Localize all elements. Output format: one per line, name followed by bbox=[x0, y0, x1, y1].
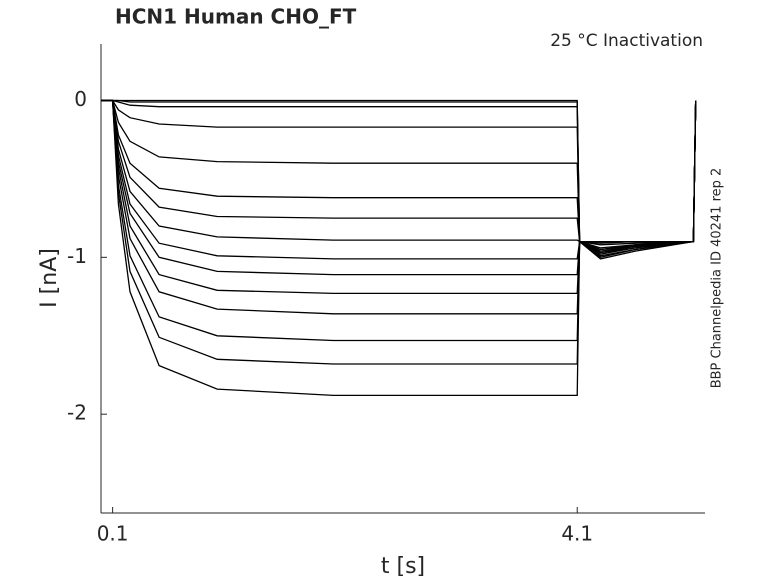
trace bbox=[101, 99, 697, 260]
trace bbox=[101, 99, 697, 251]
y-axis-label: I [nA] bbox=[37, 248, 62, 308]
chart-subtitle: 25 °C Inactivation bbox=[550, 31, 703, 51]
trace bbox=[101, 99, 697, 342]
chart-title: HCN1 Human CHO_FT bbox=[115, 5, 357, 29]
y-tick-label: -1 bbox=[67, 244, 87, 268]
trace bbox=[101, 99, 697, 243]
y-tick-label: -2 bbox=[67, 401, 87, 425]
trace bbox=[101, 99, 697, 315]
x-tick-label: 4.1 bbox=[561, 522, 593, 546]
trace bbox=[101, 99, 697, 246]
x-tick-label: 0.1 bbox=[97, 522, 129, 546]
y-tick-label: 0 bbox=[74, 87, 87, 111]
trace bbox=[101, 99, 697, 249]
x-axis-label: t [s] bbox=[381, 554, 425, 579]
trace bbox=[101, 99, 697, 243]
trace bbox=[101, 99, 697, 243]
trace bbox=[101, 99, 697, 244]
trace bbox=[101, 99, 697, 251]
side-note: BBP Channelpedia ID 40241 rep 2 bbox=[710, 168, 725, 389]
trace bbox=[101, 99, 697, 397]
